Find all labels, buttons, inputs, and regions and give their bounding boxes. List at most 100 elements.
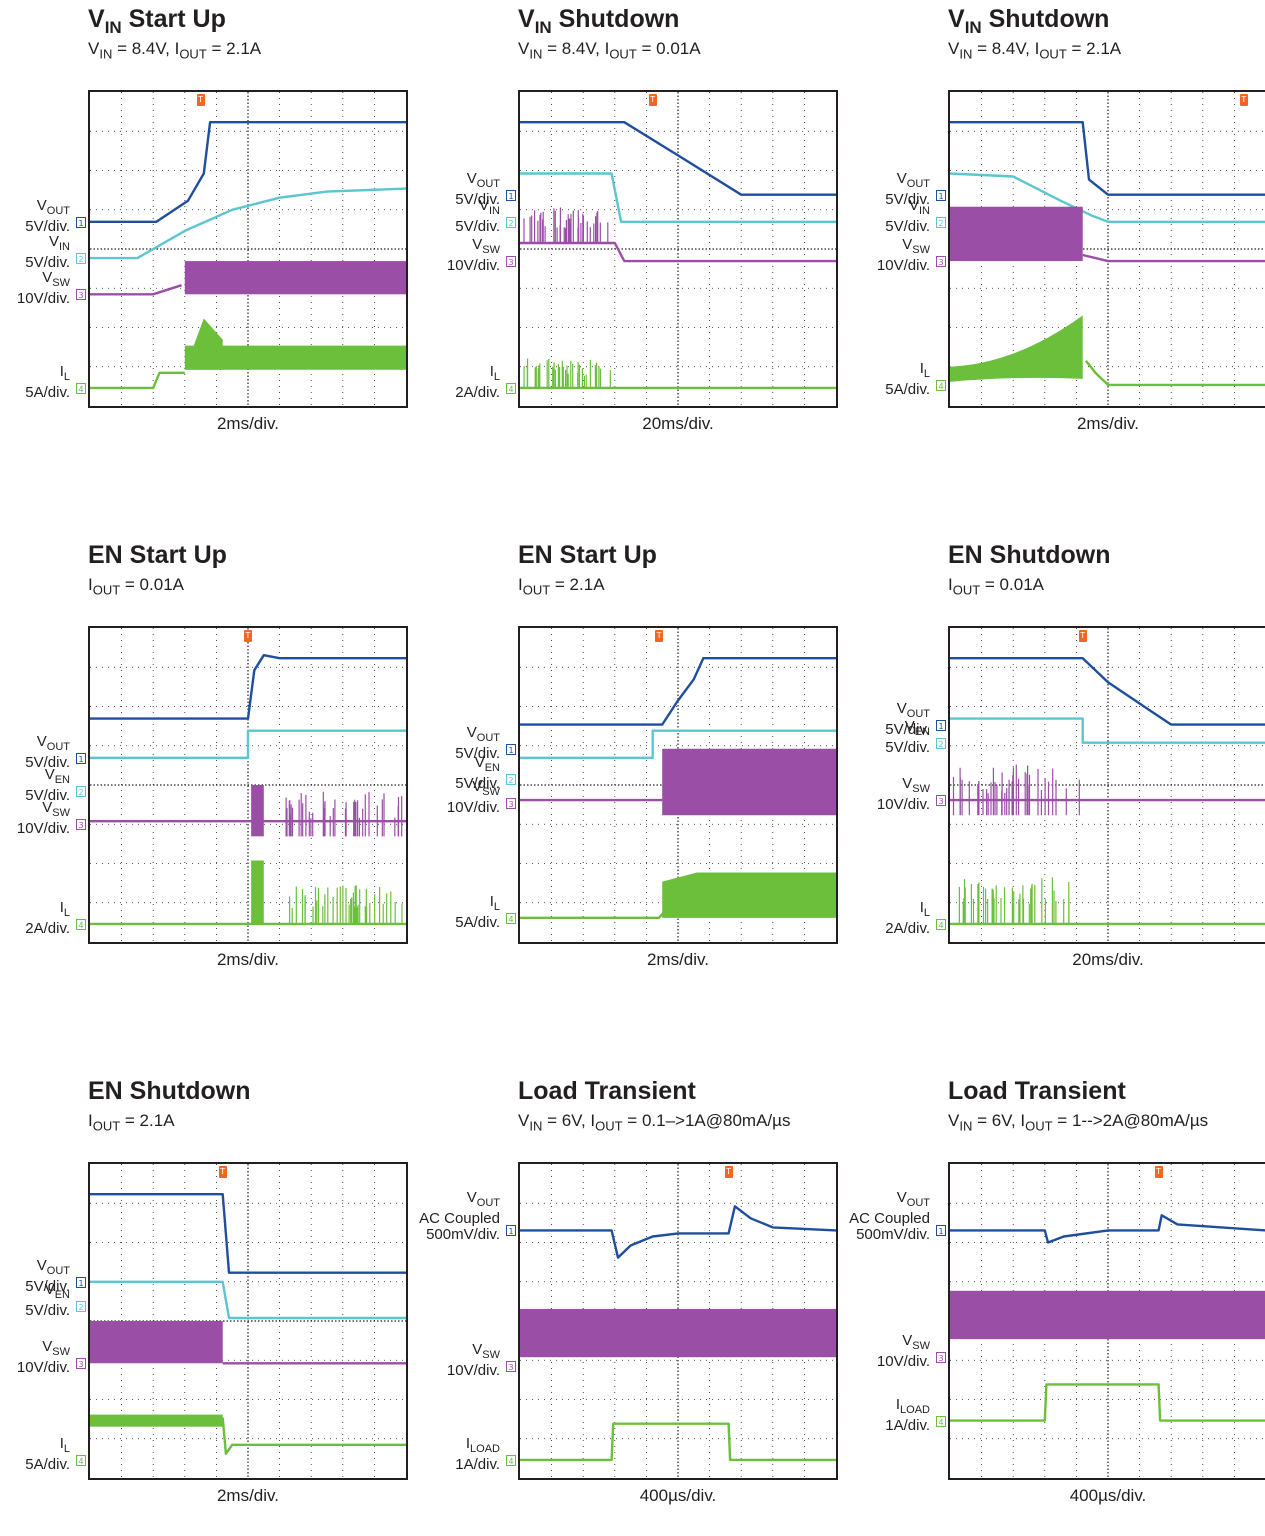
channel-2-label: VIN 5V/div. bbox=[810, 196, 930, 235]
channel-4-trace bbox=[520, 874, 836, 919]
channel-4-marker-icon: 4 bbox=[506, 912, 516, 924]
scope-screen bbox=[88, 90, 408, 408]
channel-name: VOUT bbox=[896, 169, 930, 190]
channel-1-trace-group bbox=[90, 654, 406, 720]
scope-panel: EN Shutdown IOUT = 2.1A VOUT 5V/div. 1 VEN 5V/… bbox=[17, 1076, 408, 1536]
channel-scale: 5V/div. bbox=[25, 753, 70, 771]
switching-band bbox=[662, 872, 836, 918]
channel-name: IL bbox=[919, 898, 930, 919]
channel-2-trace-group bbox=[90, 1280, 406, 1320]
channel-3-marker-icon: 3 bbox=[936, 256, 946, 268]
channel-3-marker-icon: 3 bbox=[76, 289, 86, 301]
channel-4-marker-icon: 4 bbox=[506, 1454, 516, 1466]
channel-4-trace-group bbox=[90, 318, 406, 390]
channel-4-marker-icon: 4 bbox=[936, 379, 946, 391]
channel-4-label: IL 2A/div. bbox=[380, 362, 500, 401]
channel-name: VOUT bbox=[36, 1256, 70, 1277]
channel-2-trace bbox=[520, 172, 836, 223]
channel-3-trace-group bbox=[520, 748, 836, 816]
coupling-label: AC Coupled bbox=[849, 1210, 930, 1228]
panel-title: EN Shutdown bbox=[88, 1077, 251, 1105]
channel-name: VIN bbox=[908, 196, 930, 217]
channel-name: VSW bbox=[902, 1332, 930, 1353]
channel-name: IL bbox=[489, 362, 500, 383]
channel-3-label: VSW 10V/div. bbox=[810, 237, 930, 274]
channel-3-marker-icon: 3 bbox=[936, 1352, 946, 1364]
channel-2-trace bbox=[90, 187, 406, 260]
channel-scale: 10V/div. bbox=[446, 257, 500, 275]
panel-title: Load Transient bbox=[948, 1077, 1126, 1105]
channel-4-label: ILOAD 1A/div. bbox=[810, 1396, 930, 1434]
panel-title: EN Start Up bbox=[518, 541, 657, 569]
channel-4-label: IL 5A/div. bbox=[0, 363, 70, 401]
channel-name: VOUT bbox=[466, 1189, 500, 1210]
channel-name: VOUT bbox=[896, 699, 930, 720]
channel-1-trace bbox=[520, 657, 836, 726]
channel-3-label: VSW 10V/div. bbox=[0, 270, 70, 307]
panel-subtitle: IOUT = 0.01A bbox=[88, 575, 184, 598]
scope-plot bbox=[520, 92, 836, 406]
scope-plot bbox=[90, 628, 406, 942]
channel-1-trace-group bbox=[520, 1205, 836, 1259]
scope-plot bbox=[950, 92, 1265, 406]
channel-2-trace bbox=[90, 729, 406, 759]
channel-4-trace bbox=[520, 1422, 836, 1462]
channel-1-label: VOUT 5V/div. bbox=[0, 1256, 70, 1295]
channel-2-label: VIN 5V/div. bbox=[380, 197, 500, 235]
channel-1-label: VOUT 5V/div. bbox=[380, 724, 500, 762]
channel-scale: 5V/div. bbox=[25, 1277, 70, 1295]
scope-screen bbox=[88, 1162, 408, 1480]
channel-name: IL bbox=[489, 892, 500, 913]
channel-2-trace-group bbox=[520, 729, 836, 759]
channel-scale: 10V/div. bbox=[446, 1362, 500, 1380]
channel-name: VEN bbox=[904, 717, 930, 738]
channel-4-trace-group bbox=[520, 358, 836, 390]
channel-scale: 5A/div. bbox=[885, 380, 930, 398]
timebase-label: 400µs/div. bbox=[1069, 1486, 1147, 1505]
channel-2-label: VEN 5V/div. bbox=[0, 1281, 70, 1319]
channel-3-marker-icon: 3 bbox=[936, 795, 946, 807]
timebase-label: 2ms/div. bbox=[646, 950, 710, 969]
channel-scale: 1A/div. bbox=[455, 1455, 500, 1473]
burst-pulses bbox=[289, 885, 403, 924]
channel-3-trace-group bbox=[520, 1308, 836, 1358]
panel-title: EN Start Up bbox=[88, 541, 227, 569]
scope-panel: VIN Shutdown VIN = 8.4V, IOUT = 2.1A VOUT 5… bbox=[877, 4, 1265, 464]
channel-name: IL bbox=[59, 1434, 70, 1455]
channel-1-trace-group bbox=[950, 657, 1265, 726]
channel-1-marker-icon: 1 bbox=[506, 743, 516, 755]
channel-4-trace-group bbox=[950, 877, 1265, 926]
current-spike bbox=[184, 318, 223, 370]
scope-plot bbox=[950, 628, 1265, 942]
channel-2-marker-icon: 2 bbox=[506, 773, 516, 785]
scope-screen bbox=[518, 90, 838, 408]
channel-2-trace-group bbox=[90, 187, 406, 260]
timebase-label: 20ms/div. bbox=[642, 414, 714, 433]
channel-2-trace bbox=[520, 729, 836, 759]
channel-3-label: VSW 10V/div. bbox=[810, 776, 930, 813]
channel-1-trace-group bbox=[950, 121, 1265, 196]
channel-name: VOUT bbox=[466, 169, 500, 190]
channel-3-marker-icon: 3 bbox=[76, 819, 86, 831]
channel-4-trace-group bbox=[950, 1383, 1265, 1422]
channel-4-trace-group bbox=[520, 872, 836, 919]
channel-name: IL bbox=[59, 898, 70, 919]
channel-scale: 5V/div. bbox=[885, 190, 930, 208]
channel-1-marker-icon: 1 bbox=[936, 189, 946, 201]
channel-scale: 5V/div. bbox=[455, 190, 500, 208]
channel-name: VSW bbox=[42, 1338, 70, 1359]
channel-4-trace-group bbox=[90, 860, 406, 926]
channel-scale: 1A/div. bbox=[885, 1416, 930, 1434]
scope-screen bbox=[88, 626, 408, 944]
trigger-marker-icon: T bbox=[244, 630, 252, 642]
channel-2-marker-icon: 2 bbox=[76, 1300, 86, 1312]
panel-title: VIN Start Up bbox=[88, 5, 226, 37]
channel-name: IL bbox=[919, 359, 930, 380]
channel-name: VOUT bbox=[896, 1189, 930, 1210]
trigger-marker-icon: T bbox=[1078, 630, 1087, 642]
channel-scale: 5V/div. bbox=[455, 774, 500, 792]
channel-3-trace-group bbox=[950, 1290, 1265, 1340]
channel-3-label: VSW 10V/div. bbox=[380, 237, 500, 274]
channel-1-trace-group bbox=[520, 121, 836, 196]
channel-2-label: VEN 5V/div. bbox=[0, 767, 70, 804]
